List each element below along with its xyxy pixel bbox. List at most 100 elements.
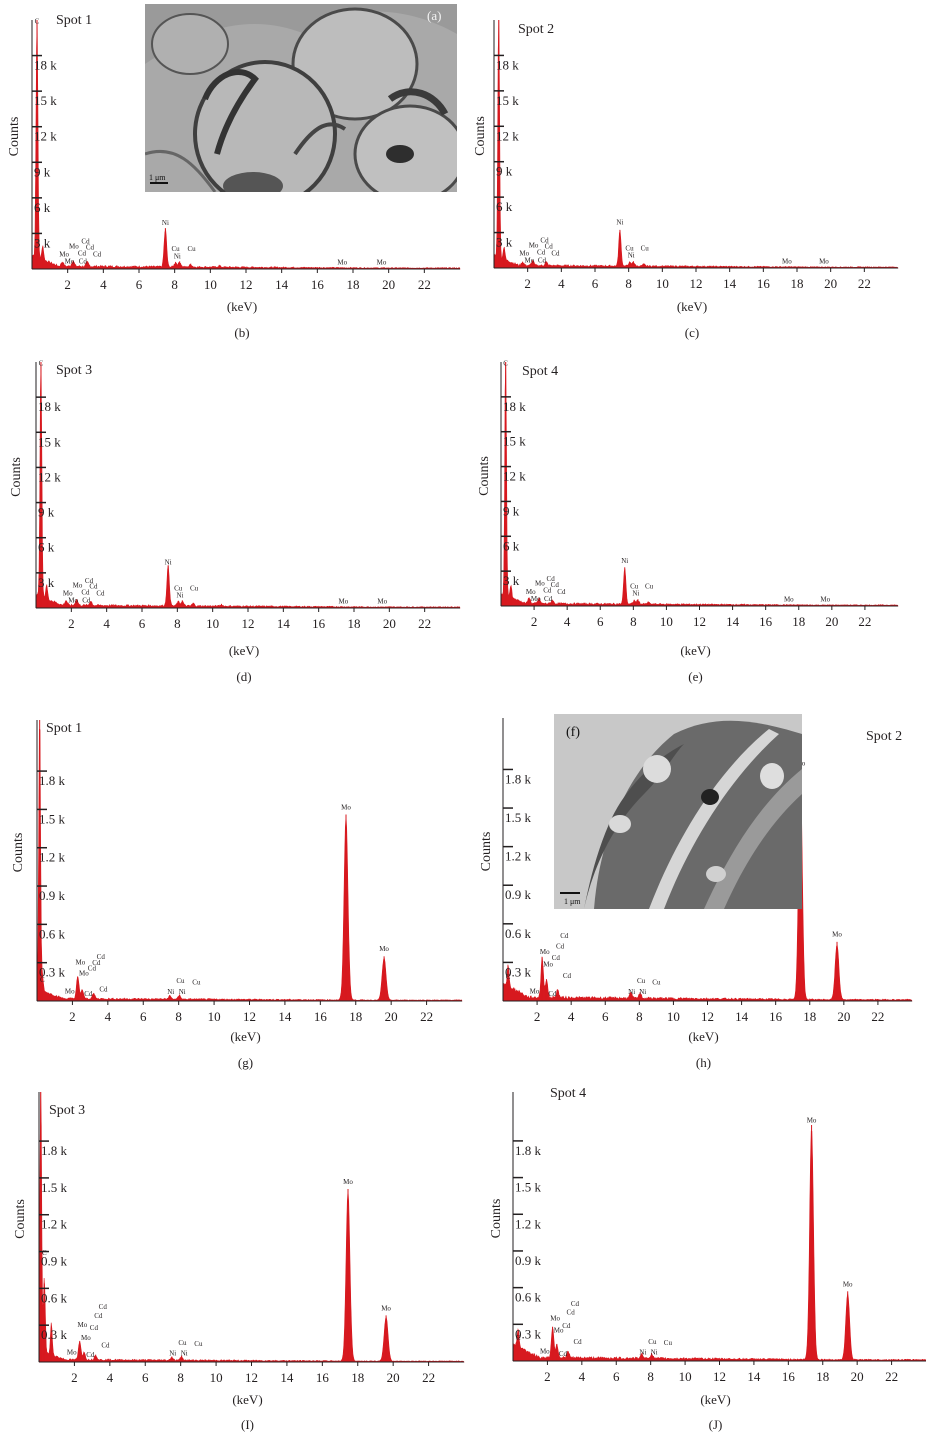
element-label: Mo	[79, 969, 89, 977]
panel-caption: (c)	[685, 325, 699, 340]
x-tick-label: 22	[858, 614, 871, 629]
x-tick-label: 16	[316, 1370, 330, 1385]
element-label: Cd	[538, 257, 547, 265]
element-label: Mo	[381, 1304, 391, 1312]
x-tick-label: 16	[311, 277, 325, 292]
x-tick-label: 14	[277, 616, 291, 631]
x-tick-label: 8	[175, 1009, 182, 1024]
y-tick-label: 1.8 k	[515, 1143, 542, 1158]
element-label: Cd	[99, 1303, 108, 1311]
element-label: Mo	[377, 258, 387, 266]
x-tick-label: 4	[579, 1369, 586, 1384]
x-tick-label: 22	[422, 1370, 435, 1385]
x-tick-label: 18	[791, 276, 804, 291]
y-tick-label: 0.9 k	[41, 1254, 68, 1269]
element-label: Mo	[68, 597, 78, 605]
y-tick-label: 6 k	[34, 200, 51, 215]
x-axis-title: (keV)	[680, 643, 710, 658]
spectrum-panel-3: 2 4 6 8 10 12 14 16 18 20 22 3 k 6 k 9 k 12 k 15 k 18 k C…	[9, 360, 461, 684]
x-tick-label: 4	[107, 1370, 114, 1385]
element-label: C	[35, 18, 40, 26]
element-label: Ni	[616, 218, 623, 226]
x-tick-label: 20	[383, 616, 396, 631]
spot-title: Spot 3	[49, 1103, 85, 1118]
element-label: Cu	[641, 244, 650, 252]
y-tick-label: 9 k	[496, 164, 513, 179]
x-tick-label: 20	[837, 1009, 850, 1024]
spectrum-panel-6: 2 4 6 8 10 12 14 16 18 20 22 0.3 k 0.6 k 0.9 k 1.2 k 1.…	[479, 718, 913, 1070]
x-tick-label: 14	[275, 277, 289, 292]
panel-caption: (J)	[709, 1417, 723, 1432]
y-tick-label: 18 k	[38, 399, 61, 414]
x-axis-title: (keV)	[227, 299, 257, 314]
element-label: Cd	[562, 1322, 571, 1330]
element-label: Mo	[337, 258, 347, 266]
element-label: Cu	[174, 584, 183, 592]
x-tick-label: 12	[701, 1009, 714, 1024]
x-tick-label: 22	[871, 1009, 884, 1024]
x-tick-label: 2	[69, 1009, 76, 1024]
x-tick-label: 2	[531, 614, 538, 629]
y-axis-title: Counts	[489, 1199, 504, 1239]
element-label: Ni	[628, 251, 635, 259]
tem-micrograph-f: 1 μm (f)	[554, 714, 802, 909]
y-tick-label: 1.8 k	[39, 773, 66, 788]
x-tick-label: 14	[278, 1009, 292, 1024]
element-label: Ni	[165, 559, 172, 567]
x-tick-label: 6	[140, 1009, 147, 1024]
y-tick-label: 15 k	[496, 93, 519, 108]
element-label: Cd	[96, 590, 105, 598]
x-tick-label: 8	[625, 276, 632, 291]
y-tick-label: 15 k	[38, 434, 61, 449]
x-tick-label: 12	[242, 616, 255, 631]
panel-caption: (I)	[241, 1417, 254, 1432]
x-tick-label: 12	[693, 614, 706, 629]
tem-micrograph-a: 1 μm (a)	[145, 4, 457, 192]
y-tick-label: 0.9 k	[515, 1253, 542, 1268]
x-tick-label: 16	[314, 1009, 328, 1024]
element-label: Cd	[545, 243, 554, 251]
element-label: Cu	[630, 583, 639, 591]
element-label: Cd	[81, 238, 90, 246]
x-tick-label: 22	[418, 616, 431, 631]
element-label: Mo	[540, 1348, 550, 1356]
y-tick-label: 18 k	[496, 57, 519, 72]
y-tick-label: 6 k	[496, 199, 513, 214]
y-tick-label: 3 k	[496, 235, 513, 250]
element-label: Mo	[820, 595, 830, 603]
element-label: C	[503, 359, 508, 367]
x-tick-label: 4	[558, 276, 565, 291]
element-label: Mo	[843, 1280, 853, 1288]
element-label: Cu	[637, 977, 646, 985]
y-tick-label: 0.9 k	[505, 887, 532, 902]
element-label: Cd	[567, 1309, 576, 1317]
y-axis-title: Counts	[479, 832, 494, 872]
spot-title: Spot 3	[56, 363, 92, 378]
x-tick-label: 12	[245, 1370, 258, 1385]
spectrum-panel-2: 2 4 6 8 10 12 14 16 18 20 22 3 k 6 k 9 k 12 k 15 k 18 k N…	[473, 19, 899, 340]
y-tick-label: 1.5 k	[41, 1180, 68, 1195]
element-label: Cd	[563, 972, 572, 980]
x-tick-label: 8	[636, 1009, 643, 1024]
element-label: Cd	[78, 249, 87, 257]
element-label: Cd	[544, 595, 553, 603]
element-label: Mo	[782, 257, 792, 265]
x-tick-label: 12	[713, 1369, 726, 1384]
element-label: Ni	[628, 988, 635, 996]
element-label: Ni	[181, 1349, 188, 1357]
y-tick-label: 18 k	[503, 399, 526, 414]
x-tick-label: 4	[105, 1009, 112, 1024]
element-label: Cu	[188, 245, 197, 253]
x-axis-title: (keV)	[230, 1029, 260, 1044]
element-label: Ni	[632, 590, 639, 598]
element-label: Cd	[551, 250, 560, 258]
element-label: Mo	[526, 588, 536, 596]
element-label: Cd	[552, 954, 561, 962]
element-label: Cd	[92, 959, 101, 967]
x-tick-label: 2	[68, 616, 75, 631]
element-label: Cd	[79, 258, 88, 266]
spot-title: Spot 1	[56, 13, 92, 28]
x-tick-label: 16	[769, 1009, 783, 1024]
element-label: Cd	[547, 575, 556, 583]
x-tick-label: 14	[735, 1009, 749, 1024]
